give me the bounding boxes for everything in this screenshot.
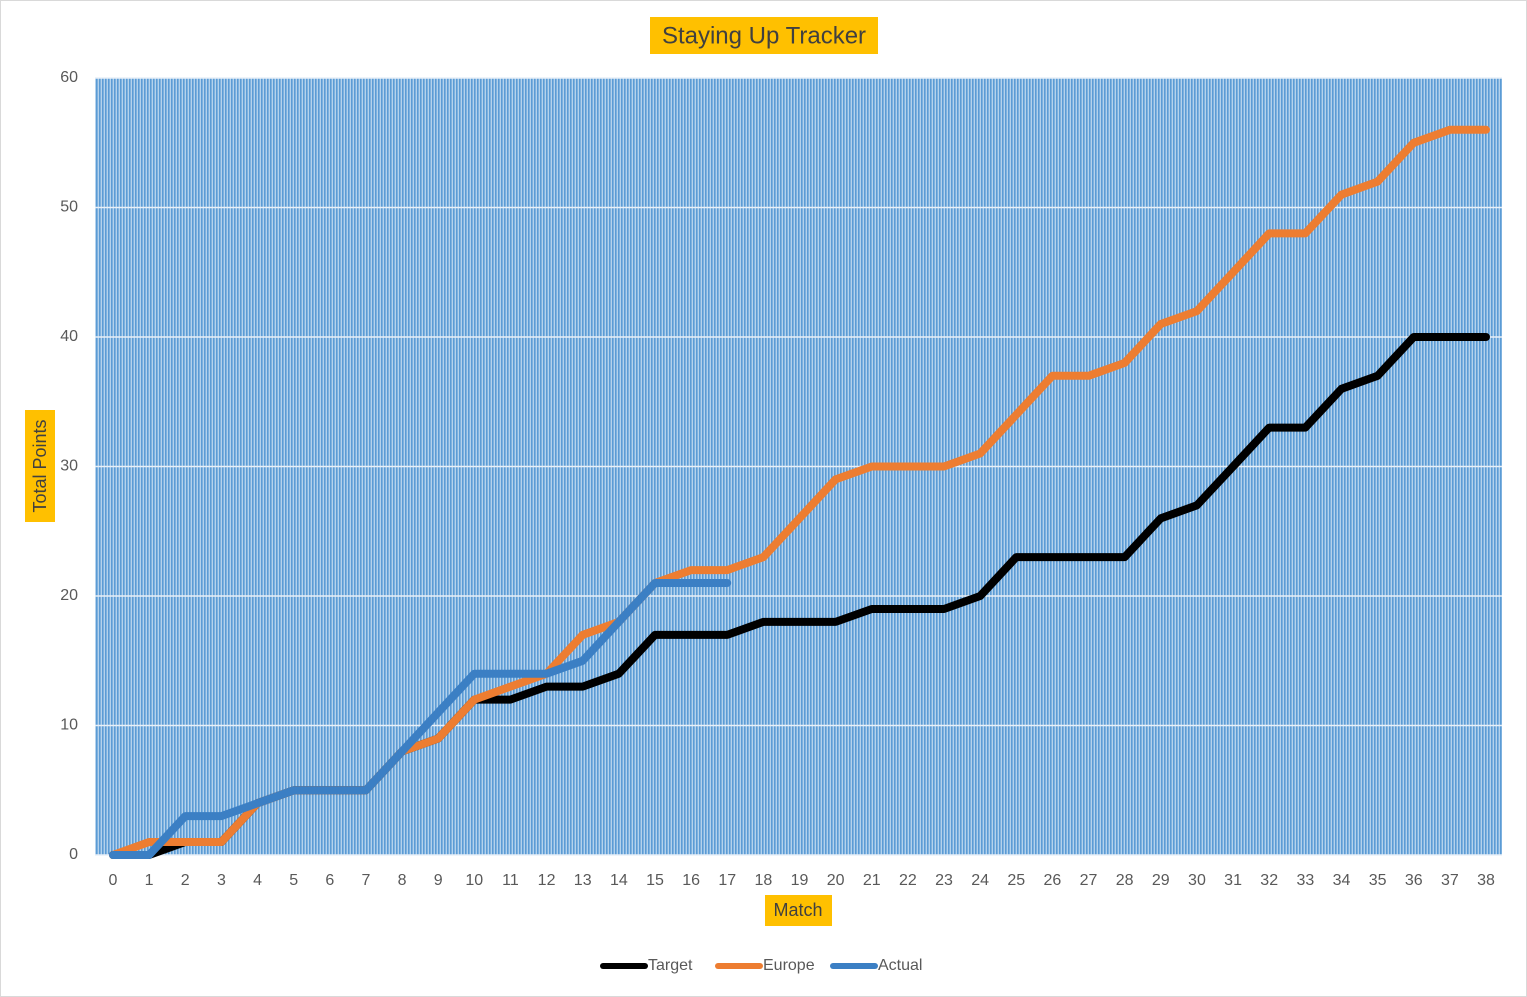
x-tick-label: 8 (398, 872, 407, 889)
x-tick-label: 14 (610, 872, 628, 889)
legend-label: Europe (763, 957, 815, 974)
y-tick-label: 50 (60, 199, 78, 216)
x-tick-label: 2 (181, 872, 190, 889)
x-tick-label: 19 (791, 872, 809, 889)
x-tick-label: 29 (1152, 872, 1170, 889)
y-tick-label: 30 (60, 458, 78, 475)
x-tick-label: 28 (1116, 872, 1134, 889)
y-tick-label: 20 (60, 587, 78, 604)
x-axis-label: Match (773, 900, 822, 920)
legend-label: Target (648, 957, 693, 974)
x-tick-label: 5 (289, 872, 298, 889)
x-tick-label: 21 (863, 872, 881, 889)
y-tick-label: 60 (60, 69, 78, 86)
x-tick-label: 16 (682, 872, 700, 889)
y-tick-label: 10 (60, 717, 78, 734)
y-label-box (25, 410, 55, 522)
x-tick-label: 27 (1080, 872, 1098, 889)
x-tick-label: 34 (1333, 872, 1351, 889)
chart-title: Staying Up Tracker (662, 22, 866, 49)
x-tick-label: 6 (325, 872, 334, 889)
x-tick-label: 13 (574, 872, 592, 889)
x-tick-label: 12 (538, 872, 556, 889)
x-tick-label: 38 (1477, 872, 1495, 889)
x-tick-label: 24 (971, 872, 989, 889)
x-tick-label: 20 (827, 872, 845, 889)
x-tick-label: 17 (718, 872, 736, 889)
x-tick-label: 35 (1369, 872, 1387, 889)
x-tick-label: 32 (1260, 872, 1278, 889)
x-tick-label: 22 (899, 872, 917, 889)
x-tick-label: 3 (217, 872, 226, 889)
x-tick-label: 33 (1296, 872, 1314, 889)
legend-label: Actual (878, 957, 922, 974)
x-tick-label: 37 (1441, 872, 1459, 889)
x-label-box (765, 895, 832, 926)
x-tick-label: 10 (465, 872, 483, 889)
title-box (650, 17, 878, 54)
x-tick-label: 23 (935, 872, 953, 889)
x-tick-label: 30 (1188, 872, 1206, 889)
y-tick-label: 40 (60, 328, 78, 345)
x-tick-label: 26 (1044, 872, 1062, 889)
x-tick-label: 18 (754, 872, 772, 889)
x-tick-label: 1 (145, 872, 154, 889)
x-tick-label: 9 (434, 872, 443, 889)
x-tick-label: 36 (1405, 872, 1423, 889)
x-tick-label: 31 (1224, 872, 1242, 889)
x-tick-label: 15 (646, 872, 664, 889)
x-tick-label: 25 (1007, 872, 1025, 889)
y-tick-label: 0 (69, 846, 78, 863)
series-line (109, 579, 732, 859)
x-tick-label: 0 (109, 872, 118, 889)
x-tick-label: 11 (502, 872, 519, 889)
y-axis-label: Total Points (30, 419, 50, 512)
x-tick-label: 4 (253, 872, 262, 889)
x-tick-label: 7 (361, 872, 370, 889)
